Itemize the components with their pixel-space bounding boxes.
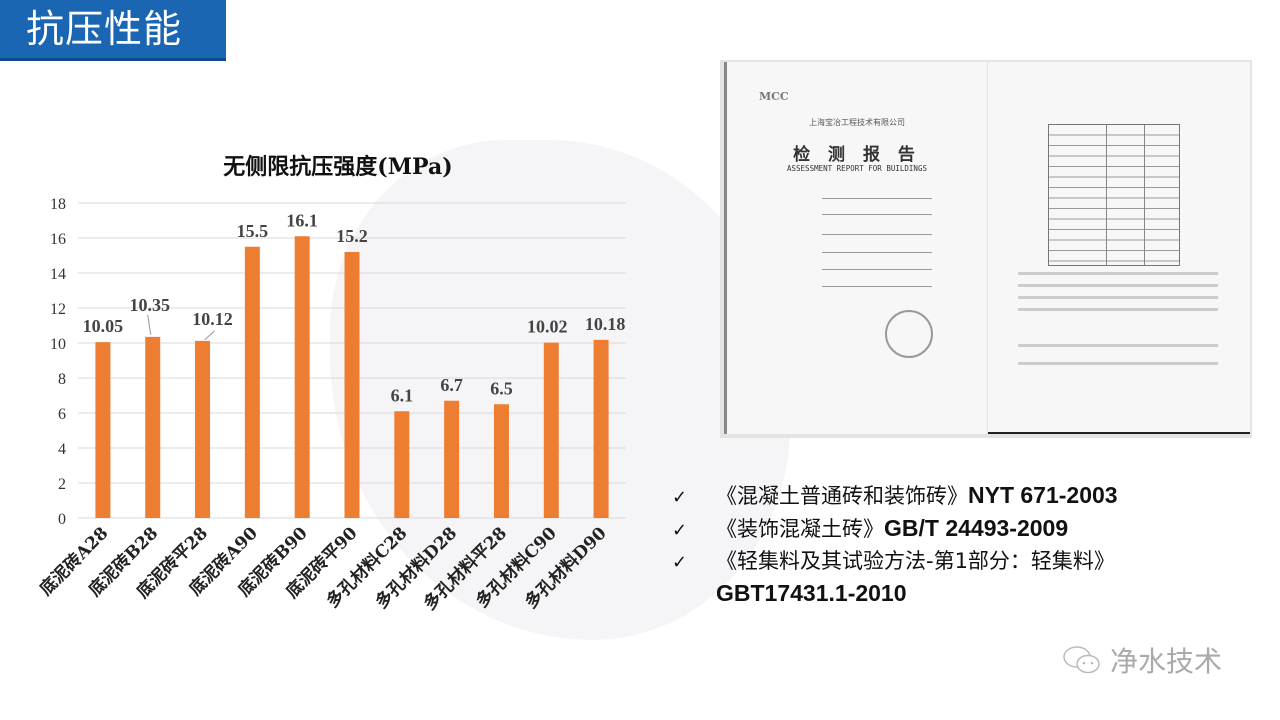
seal-stamp xyxy=(885,310,933,358)
data-label: 15.2 xyxy=(336,226,368,246)
y-tick-label: 12 xyxy=(50,301,66,318)
results-table xyxy=(1048,124,1180,266)
data-label: 10.02 xyxy=(527,317,568,337)
bar xyxy=(95,342,111,518)
bar xyxy=(195,340,211,518)
reference-list: ✓ 《混凝土普通砖和装饰砖》NYT 671-2003 ✓ 《装饰混凝土砖》GB/T … xyxy=(672,480,1118,609)
bar xyxy=(444,400,460,518)
background-map xyxy=(330,140,790,640)
leader-line xyxy=(147,314,152,335)
report-title-en: ASSESSMENT REPORT FOR BUILDINGS xyxy=(787,164,927,173)
bar xyxy=(493,404,509,518)
watermark: 净水技术 xyxy=(1062,640,1222,680)
bar-chart: 无侧限抗压强度(MPa)02468101214161810.05底泥砖A2810… xyxy=(35,154,626,614)
page-title: 抗压性能 xyxy=(0,0,226,58)
y-tick-label: 16 xyxy=(50,231,66,248)
data-label: 6.7 xyxy=(440,375,463,395)
y-tick-label: 10 xyxy=(50,336,66,353)
bar xyxy=(145,336,161,518)
reference-item: ✓ 《混凝土普通砖和装饰砖》NYT 671-2003 xyxy=(672,480,1118,513)
bar xyxy=(344,252,360,518)
bar xyxy=(543,342,559,518)
data-label: 6.5 xyxy=(490,378,513,398)
y-tick-label: 0 xyxy=(58,511,66,528)
y-tick-label: 14 xyxy=(50,266,66,283)
data-label: 10.18 xyxy=(585,314,626,334)
bar xyxy=(593,339,609,518)
y-tick-label: 6 xyxy=(58,406,66,423)
reference-item: ✓ 《装饰混凝土砖》GB/T 24493-2009 xyxy=(672,513,1118,546)
bar xyxy=(394,411,410,518)
data-label: 10.05 xyxy=(83,316,124,336)
mcc-logo: MCC xyxy=(759,90,789,103)
check-icon: ✓ xyxy=(672,487,688,508)
data-label: 10.35 xyxy=(129,295,170,315)
title-underline xyxy=(0,58,226,61)
report-title-cn: 检 测 报 告 xyxy=(793,145,921,165)
data-label: 10.12 xyxy=(192,309,233,329)
bar xyxy=(244,246,260,518)
watermark-text: 净水技术 xyxy=(1110,645,1223,678)
y-tick-label: 4 xyxy=(58,441,66,458)
report-results-page xyxy=(988,62,1250,434)
y-tick-label: 8 xyxy=(58,371,66,388)
y-tick-label: 18 xyxy=(50,196,66,213)
reference-item: ✓ 《轻集料及其试验方法-第1部分：轻集料》 xyxy=(672,546,1118,578)
reference-code: GBT17431.1-2010 xyxy=(716,580,907,606)
wechat-icon xyxy=(1063,646,1100,674)
report-cover-page: MCC 上海宝冶工程技术有限公司 检 测 报 告 ASSESSMENT REPO… xyxy=(724,62,987,434)
check-icon: ✓ xyxy=(672,552,688,573)
bar xyxy=(294,236,310,518)
data-label: 15.5 xyxy=(237,221,269,241)
check-icon: ✓ xyxy=(672,520,688,541)
report-scan-image: MCC 上海宝冶工程技术有限公司 检 测 报 告 ASSESSMENT REPO… xyxy=(720,60,1252,438)
data-label: 6.1 xyxy=(391,385,414,405)
leader-line xyxy=(204,330,215,341)
report-company: 上海宝冶工程技术有限公司 xyxy=(809,118,905,127)
y-tick-label: 2 xyxy=(58,476,66,493)
data-label: 16.1 xyxy=(286,210,318,230)
chart-title: 无侧限抗压强度(MPa) xyxy=(223,154,452,180)
